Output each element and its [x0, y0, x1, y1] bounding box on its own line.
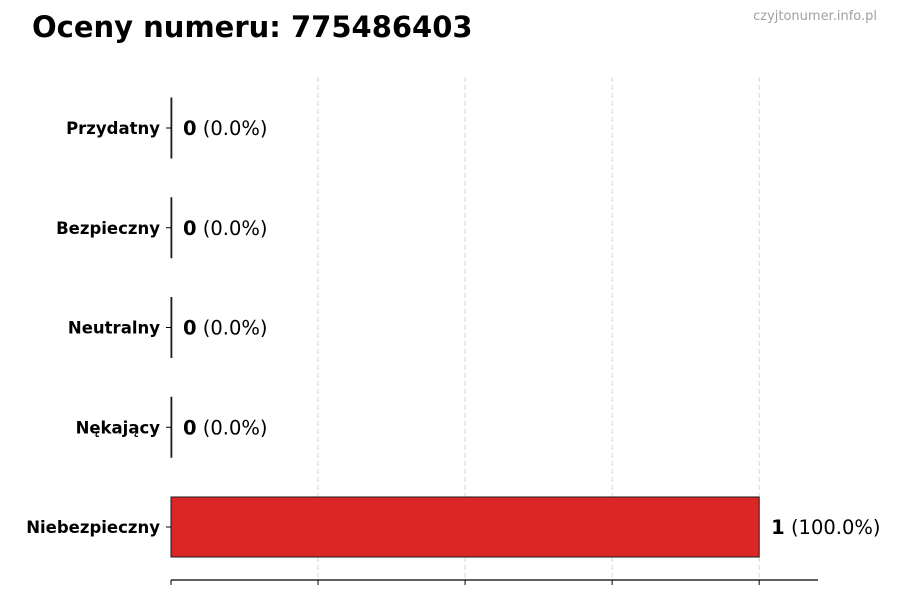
- y-tick-label: Nękający: [76, 418, 161, 437]
- bar: [170, 97, 173, 159]
- data-label-percent: (0.0%): [197, 317, 268, 340]
- bar: [170, 197, 173, 259]
- watermark: czyjtonumer.info.pl: [753, 9, 877, 24]
- data-label: 0 (0.0%): [183, 317, 268, 340]
- data-label-percent: (100.0%): [785, 516, 881, 539]
- data-label-count: 0: [183, 117, 197, 140]
- bar: [170, 297, 173, 358]
- data-label: 0 (0.0%): [183, 117, 268, 140]
- y-tick-label: Niebezpieczny: [26, 518, 160, 537]
- data-label-count: 0: [183, 317, 197, 340]
- data-label-percent: (0.0%): [197, 217, 268, 240]
- data-label: 0 (0.0%): [183, 416, 268, 439]
- y-tick-label: Przydatny: [66, 119, 160, 138]
- data-label: 1 (100.0%): [771, 516, 880, 539]
- data-label-count: 1: [771, 516, 785, 539]
- data-label-count: 0: [183, 416, 197, 439]
- bar: [170, 496, 760, 558]
- data-label-percent: (0.0%): [197, 416, 268, 439]
- data-label: 0 (0.0%): [183, 217, 268, 240]
- chart-title: Oceny numeru: 775486403: [32, 10, 473, 44]
- y-tick-label: Neutralny: [68, 319, 160, 338]
- data-label-percent: (0.0%): [197, 117, 268, 140]
- bar: [170, 396, 173, 458]
- y-tick-label: Bezpieczny: [56, 219, 160, 238]
- data-label-count: 0: [183, 217, 197, 240]
